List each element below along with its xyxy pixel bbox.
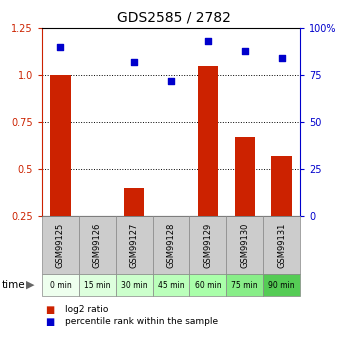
Text: 0 min: 0 min xyxy=(49,280,71,289)
Point xyxy=(58,44,63,50)
Text: GSM99128: GSM99128 xyxy=(166,222,175,268)
Text: percentile rank within the sample: percentile rank within the sample xyxy=(65,317,218,326)
Text: 90 min: 90 min xyxy=(268,280,295,289)
Bar xyxy=(235,137,255,263)
Text: 75 min: 75 min xyxy=(231,280,258,289)
Bar xyxy=(79,216,116,274)
Text: GSM99131: GSM99131 xyxy=(277,222,286,268)
Bar xyxy=(226,274,263,296)
Text: ▶: ▶ xyxy=(26,280,35,290)
Text: GDS2585 / 2782: GDS2585 / 2782 xyxy=(117,10,231,24)
Text: log2 ratio: log2 ratio xyxy=(65,306,108,315)
Text: time: time xyxy=(2,280,25,290)
Bar xyxy=(116,216,152,274)
Text: 60 min: 60 min xyxy=(195,280,221,289)
Bar xyxy=(124,188,144,263)
Point xyxy=(205,38,211,44)
Bar xyxy=(42,216,79,274)
Text: GSM99130: GSM99130 xyxy=(240,222,249,268)
Bar xyxy=(189,216,226,274)
Text: GSM99129: GSM99129 xyxy=(203,223,212,268)
Bar xyxy=(161,259,181,263)
Text: ■: ■ xyxy=(46,305,55,315)
Bar xyxy=(263,216,300,274)
Text: 30 min: 30 min xyxy=(121,280,148,289)
Text: GSM99127: GSM99127 xyxy=(130,222,139,268)
Text: GSM99126: GSM99126 xyxy=(93,222,102,268)
Point xyxy=(242,48,247,53)
Bar xyxy=(50,75,71,263)
Bar xyxy=(263,274,300,296)
Bar xyxy=(152,274,189,296)
Bar xyxy=(271,156,292,263)
Point xyxy=(168,78,174,83)
Text: 45 min: 45 min xyxy=(158,280,184,289)
Bar xyxy=(79,274,116,296)
Point xyxy=(131,59,137,65)
Bar xyxy=(198,66,218,263)
Bar xyxy=(42,274,79,296)
Bar xyxy=(116,274,152,296)
Bar xyxy=(152,216,189,274)
Bar xyxy=(226,216,263,274)
Text: 15 min: 15 min xyxy=(84,280,111,289)
Text: ■: ■ xyxy=(46,317,55,327)
Text: GSM99125: GSM99125 xyxy=(56,223,65,268)
Bar xyxy=(189,274,226,296)
Point xyxy=(279,55,284,61)
